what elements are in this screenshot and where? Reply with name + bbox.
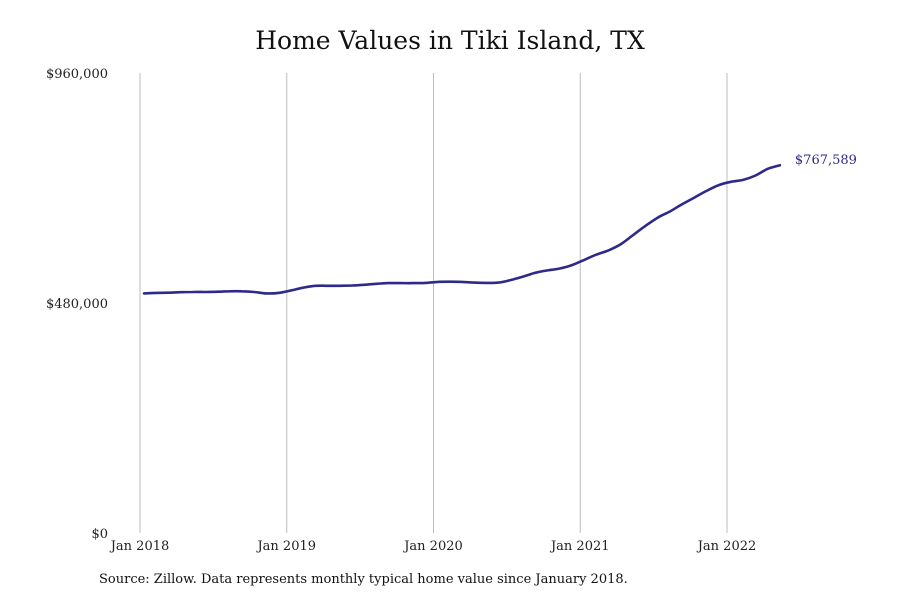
series-line: [142, 163, 782, 295]
end-value-label: $767,589: [795, 153, 857, 168]
x-tick-label: Jan 2020: [402, 539, 463, 554]
gridlines: [139, 73, 728, 533]
x-tick-label: Jan 2021: [549, 539, 610, 554]
y-tick-label: $960,000: [46, 67, 108, 82]
x-axis-ticks: Jan 2018 Jan 2019 Jan 2020 Jan 2021 Jan 2022: [109, 539, 757, 554]
x-tick-label: Jan 2019: [255, 539, 316, 554]
x-tick-label: Jan 2018: [109, 539, 170, 554]
y-tick-label: $480,000: [46, 297, 108, 312]
chart-title: Home Values in Tiki Island, TX: [255, 26, 645, 55]
x-tick-label: Jan 2022: [696, 539, 757, 554]
y-axis-ticks: $960,000 $480,000 $0: [46, 67, 108, 542]
source-note: Source: Zillow. Data represents monthly …: [99, 572, 628, 587]
y-tick-label: $0: [91, 527, 108, 542]
